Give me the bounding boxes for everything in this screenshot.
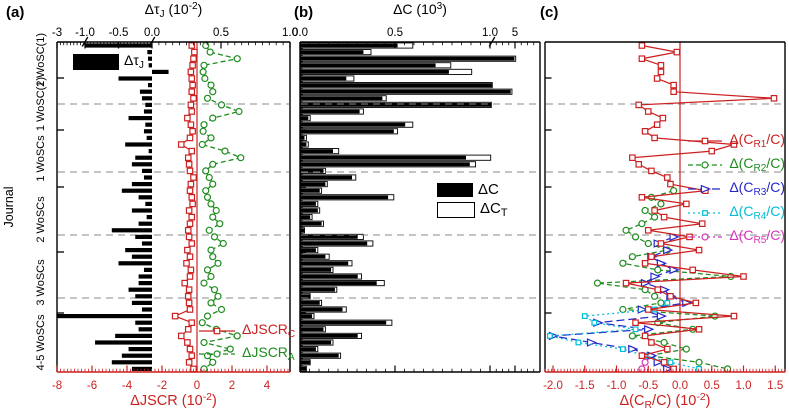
panel-b-letter: (b) <box>294 4 314 21</box>
legend-jscr-c-label: ΔJSCRC <box>242 321 296 340</box>
svg-text:1.5: 1.5 <box>767 380 783 392</box>
legend-cr5: Δ(CR5/C) <box>686 227 785 246</box>
legend-cr4-label: Δ(CR4/C) <box>729 203 785 222</box>
panel-b-c-bars <box>300 42 517 372</box>
svg-text:-1.0: -1.0 <box>75 27 95 39</box>
panel-a-letter: (a) <box>6 4 25 21</box>
panel-b-group-dividers <box>301 103 539 299</box>
svg-text:4-5 WoSCs: 4-5 WoSCs <box>35 314 47 371</box>
svg-text:-0.5: -0.5 <box>638 380 658 392</box>
legend-cr2: Δ(CR2/C) <box>686 155 785 174</box>
svg-text:4: 4 <box>264 380 271 392</box>
delta-c-swatch <box>437 182 473 197</box>
legend-cr4: Δ(CR4/C) <box>686 203 785 222</box>
legend-cr3: Δ(CR3/C) <box>686 179 785 198</box>
legend-delta-tau: ΔτJ <box>73 52 144 71</box>
svg-text:-4: -4 <box>122 380 133 392</box>
legend-delta-c-label: ΔC <box>478 181 499 198</box>
black-bar-swatch <box>73 53 119 70</box>
svg-text:1.0: 1.0 <box>736 380 752 392</box>
svg-text:-8: -8 <box>52 380 62 392</box>
svg-text:1.0: 1.0 <box>482 27 498 39</box>
legend-cr1: Δ(CR1/C) <box>686 131 785 150</box>
axes: -3 -1.0 -0.5 0.0 0.5 1.0 -8 -6 -4 -2 0 2 4 0.0 0.5 1.0 5… <box>52 27 786 392</box>
panel-b-top-axis-title: ΔC (103) <box>393 1 447 17</box>
svg-text:0.5: 0.5 <box>387 27 403 39</box>
svg-text:1 WoSC(2): 1 WoSC(2) <box>35 77 47 131</box>
svg-text:5: 5 <box>512 27 518 39</box>
svg-text:2: 2 <box>229 380 235 392</box>
svg-text:-1.5: -1.5 <box>575 380 595 392</box>
legend-cr1-label: Δ(CR1/C) <box>729 131 785 150</box>
panel-c-series-cr4 <box>546 300 702 372</box>
svg-text:-3: -3 <box>52 27 62 39</box>
svg-text:-2.0: -2.0 <box>543 380 563 392</box>
legend-jscr-c: ΔJSCRC <box>197 321 295 340</box>
legend-jscr-a-label: ΔJSCRA <box>242 344 295 363</box>
panel-a-series-jscr-a <box>198 41 245 373</box>
svg-text:0.5: 0.5 <box>213 27 229 39</box>
panel-a-group-dividers <box>58 103 784 299</box>
svg-text:1 WoSCs: 1 WoSCs <box>35 135 47 182</box>
panel-c-bottom-axis-title: Δ(CR/C) (10-2) <box>619 392 711 411</box>
journal-axis-labels: Journal 1 WoSC(1)1 WoSC(2) 1 WoSCs 2 WoSCs 3… <box>2 33 47 371</box>
panel-a-series-jscr-c <box>171 42 198 373</box>
panel-a-top-axis-title: ΔτJ (10-2) <box>144 1 203 20</box>
cr2-line-sample <box>688 160 723 169</box>
legend-cr3-label: Δ(CR3/C) <box>729 179 785 198</box>
svg-text:Journal: Journal <box>2 187 16 228</box>
legend-delta-ct-label: ΔCT <box>480 200 508 219</box>
legend-cr2-label: Δ(CR2/C) <box>729 155 785 174</box>
svg-text:0.0: 0.0 <box>292 27 308 39</box>
legend-jscr-a: ΔJSCRA <box>197 344 295 363</box>
panel-c-series-cr1 <box>622 42 778 373</box>
svg-text:-2: -2 <box>157 380 167 392</box>
svg-text:-0.5: -0.5 <box>109 27 129 39</box>
svg-text:3 WoSCs: 3 WoSCs <box>35 259 47 306</box>
jscr-a-line-sample <box>199 349 235 358</box>
legend-cr5-label: Δ(CR5/C) <box>729 227 785 246</box>
legend-delta-ct: ΔCT <box>437 200 507 219</box>
cr4-line-sample <box>688 209 723 216</box>
svg-text:0: 0 <box>194 380 200 392</box>
svg-text:-6: -6 <box>87 380 97 392</box>
cr1-line-sample <box>688 137 723 144</box>
panel-c-series-cr2 <box>593 187 735 373</box>
legend-delta-c: ΔC <box>437 181 499 198</box>
svg-text:1.0: 1.0 <box>282 27 298 39</box>
panel-c-series-cr5 <box>638 358 649 373</box>
panel-c-letter: (c) <box>540 4 559 21</box>
svg-text:1 WoSC(1): 1 WoSC(1) <box>35 33 47 87</box>
svg-text:0.0: 0.0 <box>144 27 160 39</box>
delta-ct-swatch <box>437 201 475 218</box>
panel-a-tau-bars <box>57 43 169 371</box>
svg-text:0.0: 0.0 <box>672 380 688 392</box>
svg-text:2 WoSCs: 2 WoSCs <box>35 196 47 243</box>
cr3-line-sample <box>688 184 723 193</box>
jscr-c-line-sample <box>199 327 235 334</box>
panel-a-bottom-axis-title: ΔJSCR (10-2) <box>130 392 217 409</box>
legend-delta-tau-label: ΔτJ <box>124 52 144 71</box>
svg-text:-1.0: -1.0 <box>607 380 627 392</box>
svg-text:0.5: 0.5 <box>704 380 720 392</box>
cr5-line-sample <box>688 232 723 241</box>
